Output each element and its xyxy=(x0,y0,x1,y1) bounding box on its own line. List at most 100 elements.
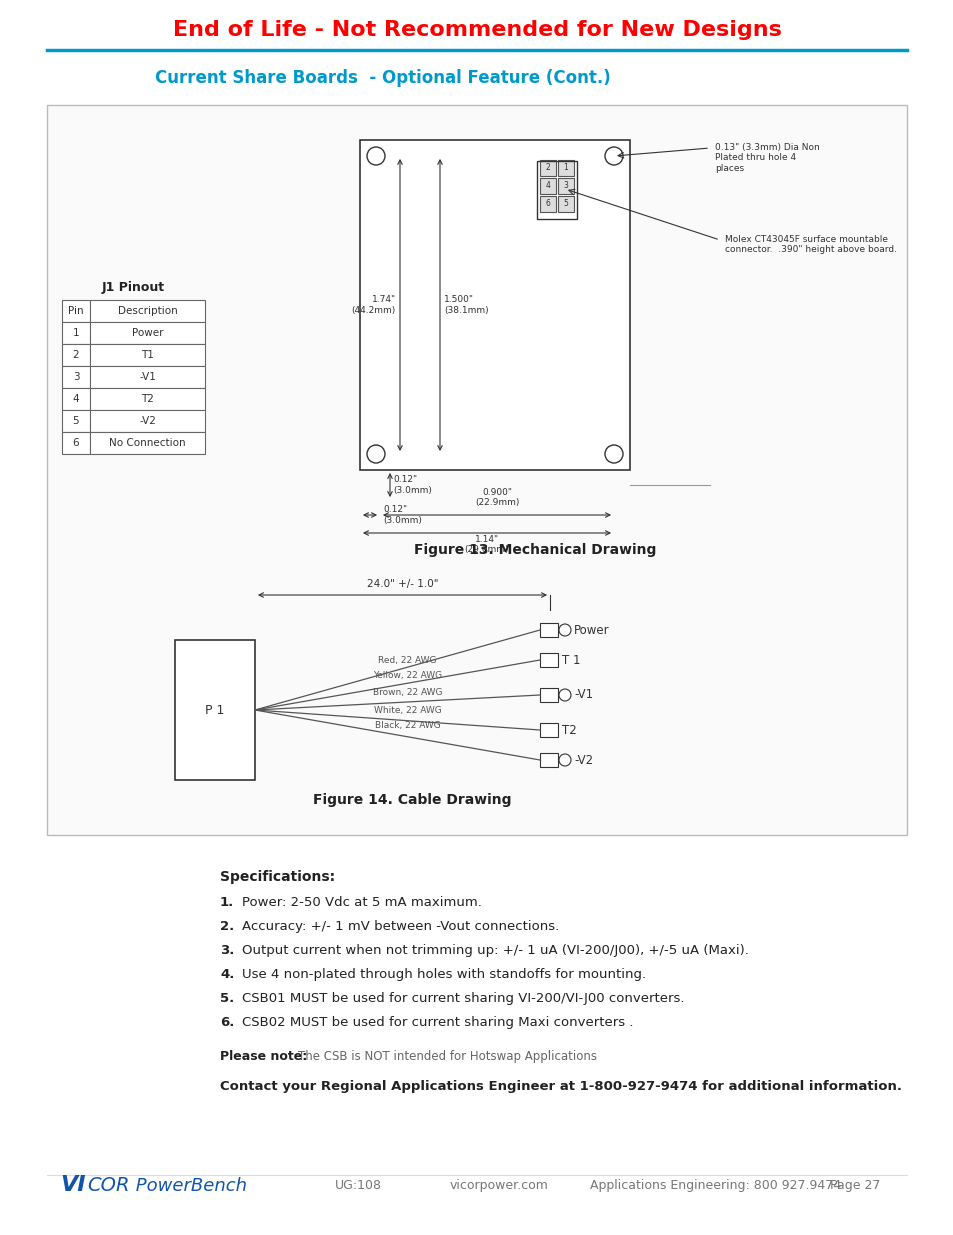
Bar xyxy=(62,410,90,432)
Text: 3: 3 xyxy=(563,182,568,190)
Text: -V2: -V2 xyxy=(574,753,593,767)
Text: Output current when not trimming up: +/- 1 uA (VI-200/J00), +/-5 uA (Maxi).: Output current when not trimming up: +/-… xyxy=(242,944,748,957)
Text: Page 27: Page 27 xyxy=(829,1179,880,1192)
Text: 6: 6 xyxy=(72,438,79,448)
Text: 24.0" +/- 1.0": 24.0" +/- 1.0" xyxy=(366,579,437,589)
Text: Power: 2-50 Vdc at 5 mA maximum.: Power: 2-50 Vdc at 5 mA maximum. xyxy=(242,897,481,909)
Bar xyxy=(90,410,205,432)
Bar xyxy=(62,388,90,410)
Circle shape xyxy=(367,147,385,165)
Text: 0.900"
(22.9mm): 0.900" (22.9mm) xyxy=(475,488,518,508)
Text: 1.500"
(38.1mm): 1.500" (38.1mm) xyxy=(443,295,488,315)
Bar xyxy=(558,161,574,177)
Bar xyxy=(62,300,90,322)
Text: Black, 22 AWG: Black, 22 AWG xyxy=(375,721,440,730)
Text: Brown, 22 AWG: Brown, 22 AWG xyxy=(373,688,442,698)
Circle shape xyxy=(558,689,571,701)
Text: 5: 5 xyxy=(72,416,79,426)
Text: 3: 3 xyxy=(72,372,79,382)
Bar xyxy=(537,161,577,219)
Text: T2: T2 xyxy=(561,724,577,736)
Bar xyxy=(90,366,205,388)
Circle shape xyxy=(558,755,571,766)
Text: 1.14"
(29.0mm): 1.14" (29.0mm) xyxy=(464,535,509,555)
Text: Please note:: Please note: xyxy=(220,1050,307,1063)
Text: White, 22 AWG: White, 22 AWG xyxy=(374,706,441,715)
Text: Accuracy: +/- 1 mV between -Vout connections.: Accuracy: +/- 1 mV between -Vout connect… xyxy=(242,920,558,932)
Bar xyxy=(90,345,205,366)
Bar xyxy=(47,105,906,835)
Text: 1: 1 xyxy=(72,329,79,338)
Bar xyxy=(539,653,558,667)
Bar xyxy=(539,161,556,177)
Text: 2.: 2. xyxy=(220,920,234,932)
Text: VI: VI xyxy=(60,1174,86,1195)
Text: -V2: -V2 xyxy=(139,416,155,426)
Text: COR: COR xyxy=(87,1176,130,1195)
Text: PowerBench: PowerBench xyxy=(130,1177,247,1195)
Bar xyxy=(359,140,629,471)
Text: 1.74"
(44.2mm): 1.74" (44.2mm) xyxy=(352,295,395,315)
Bar xyxy=(62,366,90,388)
Bar xyxy=(174,640,254,781)
Text: 5: 5 xyxy=(563,200,568,209)
Bar xyxy=(539,178,556,194)
Text: Power: Power xyxy=(132,329,163,338)
Text: Applications Engineering: 800 927.9474: Applications Engineering: 800 927.9474 xyxy=(589,1179,841,1192)
Bar xyxy=(539,722,558,737)
Text: Yellow, 22 AWG: Yellow, 22 AWG xyxy=(373,671,441,680)
Text: UG:108: UG:108 xyxy=(335,1179,381,1192)
Text: P 1: P 1 xyxy=(205,704,225,716)
Bar xyxy=(558,178,574,194)
Text: End of Life - Not Recommended for New Designs: End of Life - Not Recommended for New De… xyxy=(172,20,781,40)
Text: 0.12"
(3.0mm): 0.12" (3.0mm) xyxy=(393,475,432,495)
Text: Figure 13. Mechanical Drawing: Figure 13. Mechanical Drawing xyxy=(414,543,656,557)
Bar xyxy=(62,432,90,454)
Text: 3.: 3. xyxy=(220,944,234,957)
Text: 4: 4 xyxy=(545,182,550,190)
Bar xyxy=(62,322,90,345)
Text: 0.12"
(3.0mm): 0.12" (3.0mm) xyxy=(382,505,421,525)
Text: 2: 2 xyxy=(72,350,79,359)
Text: T 1: T 1 xyxy=(561,653,579,667)
Bar xyxy=(90,432,205,454)
Text: -V1: -V1 xyxy=(139,372,155,382)
Bar xyxy=(90,300,205,322)
Text: -V1: -V1 xyxy=(574,688,593,701)
Text: Molex CT43045F surface mountable
connector.  .390" height above board.: Molex CT43045F surface mountable connect… xyxy=(724,235,896,254)
Text: Figure 14. Cable Drawing: Figure 14. Cable Drawing xyxy=(313,793,511,806)
Text: T1: T1 xyxy=(141,350,153,359)
Text: No Connection: No Connection xyxy=(109,438,186,448)
Text: Description: Description xyxy=(117,306,177,316)
Text: 6.: 6. xyxy=(220,1016,234,1029)
Circle shape xyxy=(604,445,622,463)
Text: Current Share Boards  - Optional Feature (Cont.): Current Share Boards - Optional Feature … xyxy=(154,69,610,86)
Text: 6: 6 xyxy=(545,200,550,209)
Text: Contact your Regional Applications Engineer at 1-800-927-9474 for additional inf: Contact your Regional Applications Engin… xyxy=(220,1079,901,1093)
Circle shape xyxy=(558,624,571,636)
Bar xyxy=(539,688,558,701)
Text: Power: Power xyxy=(574,624,609,636)
Text: Pin: Pin xyxy=(68,306,84,316)
Text: The CSB is NOT intended for Hotswap Applications: The CSB is NOT intended for Hotswap Appl… xyxy=(297,1050,597,1063)
Bar xyxy=(539,196,556,212)
Text: 0.13" (3.3mm) Dia Non
Plated thru hole 4
places: 0.13" (3.3mm) Dia Non Plated thru hole 4… xyxy=(714,143,819,173)
Text: Use 4 non-plated through holes with standoffs for mounting.: Use 4 non-plated through holes with stan… xyxy=(242,968,645,981)
Text: J1 Pinout: J1 Pinout xyxy=(102,282,165,294)
Text: 1.: 1. xyxy=(220,897,234,909)
Bar xyxy=(62,345,90,366)
Text: 4.: 4. xyxy=(220,968,234,981)
Bar xyxy=(539,753,558,767)
Bar xyxy=(558,196,574,212)
Text: CSB02 MUST be used for current sharing Maxi converters .: CSB02 MUST be used for current sharing M… xyxy=(242,1016,633,1029)
Text: T2: T2 xyxy=(141,394,153,404)
Text: 4: 4 xyxy=(72,394,79,404)
Text: 1: 1 xyxy=(563,163,568,173)
Text: CSB01 MUST be used for current sharing VI-200/VI-J00 converters.: CSB01 MUST be used for current sharing V… xyxy=(242,992,684,1005)
Circle shape xyxy=(367,445,385,463)
Circle shape xyxy=(604,147,622,165)
Bar xyxy=(90,322,205,345)
Text: vicorpower.com: vicorpower.com xyxy=(450,1179,548,1192)
Bar xyxy=(90,388,205,410)
Text: Specifications:: Specifications: xyxy=(220,869,335,884)
